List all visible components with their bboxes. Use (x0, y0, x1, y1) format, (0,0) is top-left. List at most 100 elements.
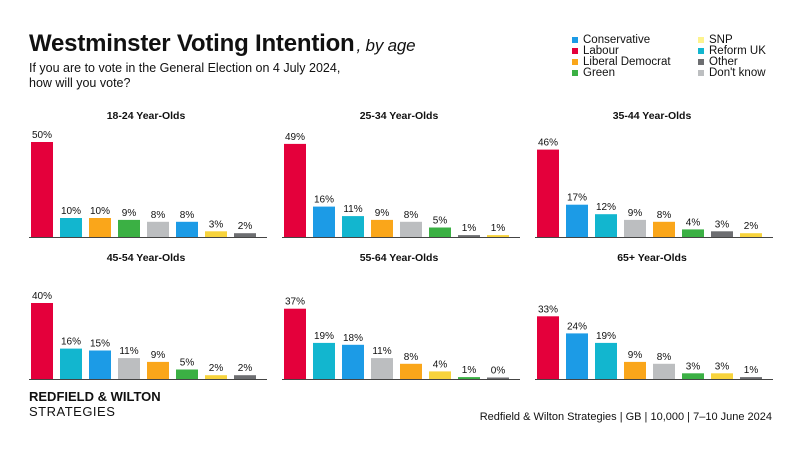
data-label: 24% (567, 321, 587, 332)
bar (682, 229, 704, 237)
chart-title-main: Westminster Voting Intention (29, 30, 355, 57)
data-label: 2% (238, 221, 253, 232)
bar (60, 348, 82, 379)
bar (89, 350, 111, 379)
legend-item-green: Green (572, 67, 615, 79)
data-label: 19% (596, 331, 616, 342)
data-label: 33% (538, 304, 558, 315)
bar (537, 149, 559, 237)
legend-swatch (572, 59, 578, 65)
survey-question: If you are to vote in the General Electi… (29, 61, 449, 91)
bar (653, 363, 675, 379)
legend-swatch (698, 37, 704, 43)
bar (566, 204, 588, 237)
bar (487, 377, 509, 379)
bar (537, 316, 559, 379)
data-label: 9% (122, 208, 137, 219)
legend-swatch (572, 48, 578, 54)
bar (205, 231, 227, 237)
data-label: 5% (433, 216, 448, 227)
bar (458, 377, 480, 379)
bar (487, 235, 509, 237)
data-label: 8% (657, 352, 672, 363)
data-label: 8% (151, 210, 166, 221)
data-label: 11% (119, 346, 138, 357)
bar (284, 308, 306, 379)
bar (147, 221, 169, 237)
bar (234, 375, 256, 379)
data-label: 3% (209, 219, 224, 230)
bar (711, 231, 733, 237)
panel-title: 65+ Year-Olds (617, 252, 687, 264)
survey-question-line-1: If you are to vote in the General Electi… (29, 61, 341, 75)
bar (429, 227, 451, 237)
panel-title: 45-54 Year-Olds (107, 252, 186, 264)
data-label: 10% (90, 206, 110, 217)
bar (371, 219, 393, 237)
data-label: 17% (567, 193, 587, 204)
bar (313, 206, 335, 237)
bar (595, 342, 617, 379)
data-label: 8% (180, 210, 195, 221)
data-label: 19% (314, 331, 334, 342)
brand-logo: REDFIELD & WILTON STRATEGIES (29, 389, 161, 419)
data-label: 18% (343, 333, 363, 344)
bar (624, 361, 646, 379)
bar (60, 218, 82, 237)
bar (342, 216, 364, 237)
bar (118, 358, 140, 379)
panel-title: 25-34 Year-Olds (360, 110, 439, 122)
bar (653, 221, 675, 237)
bar (429, 371, 451, 379)
data-label: 3% (715, 361, 730, 372)
survey-question-line-2: how will you vote? (29, 76, 131, 90)
data-label: 16% (61, 337, 81, 348)
bar (205, 375, 227, 379)
data-label: 2% (744, 221, 759, 232)
data-label: 2% (238, 363, 253, 374)
data-label: 4% (686, 217, 701, 228)
data-label: 11% (343, 204, 362, 215)
data-label: 5% (180, 358, 195, 369)
data-label: 12% (596, 202, 616, 213)
bar (740, 377, 762, 379)
bar (400, 363, 422, 379)
legend-item-labour: Labour (572, 45, 619, 57)
bar (147, 361, 169, 379)
bar (566, 333, 588, 379)
legend-swatch (698, 70, 704, 76)
data-label: 3% (686, 361, 701, 372)
bar (31, 142, 53, 237)
legend-item-other: Other (698, 56, 738, 68)
data-label: 16% (314, 195, 334, 206)
data-label: 1% (462, 223, 477, 234)
data-label: 4% (433, 359, 448, 370)
data-label: 9% (151, 350, 166, 361)
data-label: 15% (90, 339, 110, 350)
bar (284, 143, 306, 237)
chart-title: Westminster Voting Intention, by age (29, 30, 416, 58)
data-label: 46% (538, 138, 558, 149)
data-label: 50% (32, 130, 52, 141)
legend-swatch (698, 48, 704, 54)
data-label: 11% (372, 346, 391, 357)
bar (118, 219, 140, 237)
legend-swatch (572, 70, 578, 76)
data-label: 1% (462, 365, 477, 376)
bar (176, 369, 198, 379)
data-label: 3% (715, 219, 730, 230)
data-label: 9% (375, 208, 390, 219)
data-label: 9% (628, 350, 643, 361)
bar (31, 303, 53, 379)
bar (371, 358, 393, 379)
bar (400, 221, 422, 237)
chart-title-sub: , by age (356, 36, 416, 55)
data-label: 49% (285, 132, 305, 143)
bar (176, 221, 198, 237)
bar (740, 233, 762, 237)
bar (595, 214, 617, 237)
panel-title: 55-64 Year-Olds (360, 252, 439, 264)
panel-title: 35-44 Year-Olds (613, 110, 692, 122)
data-label: 37% (285, 297, 305, 308)
legend-swatch (572, 37, 578, 43)
